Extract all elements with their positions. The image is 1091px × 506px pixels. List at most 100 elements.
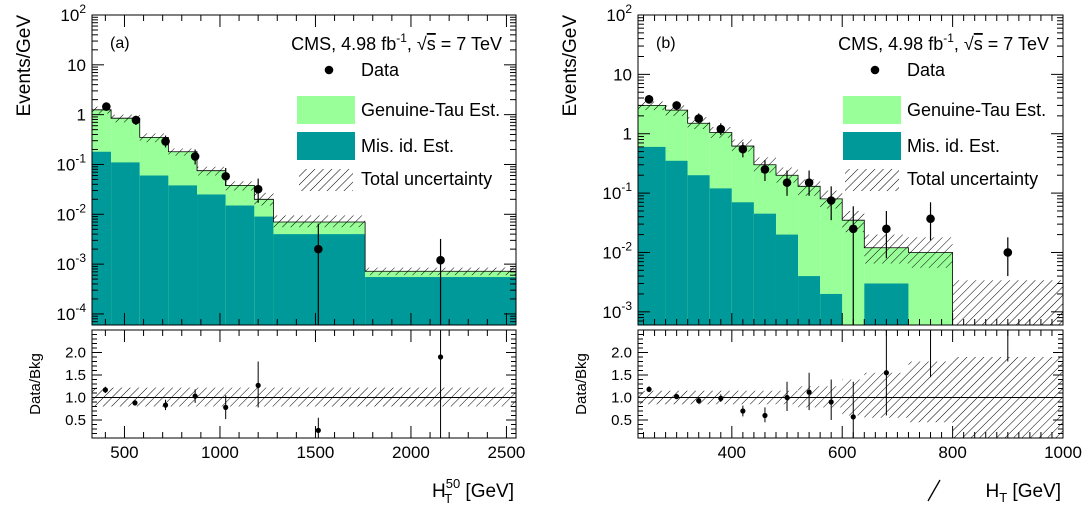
title-sep: , — [954, 34, 964, 54]
legend-label: Data — [361, 60, 400, 80]
ratio-point — [828, 399, 834, 405]
y-axis-label: Events/GeV — [560, 15, 581, 117]
ratio-point — [674, 394, 680, 400]
main-plot-area — [92, 102, 516, 325]
misid-bar — [225, 205, 255, 325]
ratio-point — [192, 393, 198, 399]
misid-bar — [775, 234, 799, 325]
misid-bar — [139, 175, 169, 325]
data-point — [672, 101, 681, 110]
data-point — [1003, 248, 1013, 257]
misid-bar — [798, 276, 821, 325]
y-tick-exponent: -1 — [621, 180, 632, 194]
x-tick-label: 1500 — [297, 443, 335, 462]
genuine-tau-bar — [820, 198, 843, 325]
ratio-uncertainty-band — [798, 386, 843, 408]
x-tick-label: 600 — [828, 443, 856, 462]
y-tick-label: 10-3 — [602, 299, 632, 322]
legend: Data Genuine-Tau Est. Mis. id. Est. Total u… — [843, 60, 1046, 191]
x-tick-label: 400 — [718, 443, 746, 462]
ratio-point — [696, 398, 702, 404]
ratio-point — [102, 387, 108, 393]
y-tick-mantissa: 10 — [56, 155, 75, 174]
title-suffix: = 7 TeV — [983, 34, 1049, 54]
y-tick-mantissa: 1 — [77, 106, 86, 125]
uncertainty-band — [197, 166, 226, 176]
misid-bar — [665, 160, 688, 325]
title-sqrt: √ — [964, 34, 974, 54]
y-tick-mantissa: 10 — [602, 184, 621, 203]
ratio-point — [883, 370, 889, 376]
total-outline — [92, 109, 516, 325]
legend: Data Genuine-Tau Est. Mis. id. Est. Total u… — [297, 60, 500, 191]
legend-label: Mis. id. Est. — [907, 136, 1000, 156]
legend-label: Data — [907, 60, 946, 80]
y-tick-exponent: -2 — [75, 201, 86, 215]
ratio-point — [132, 400, 138, 406]
title-suffix: = 7 TeV — [436, 34, 502, 54]
x-label-slash — [927, 479, 941, 502]
data-point — [253, 184, 263, 194]
ratio-plot-area — [92, 330, 516, 438]
chart-title: CMS, 4.98 fb-1, √s = 7 TeV — [838, 31, 1049, 54]
title-exponent: -1 — [943, 31, 954, 45]
ratio-point — [784, 394, 790, 401]
ratio-y-tick-label: 2.0 — [611, 345, 632, 362]
data-point — [102, 102, 111, 111]
y-tick-label: 1 — [77, 106, 86, 125]
data-point — [738, 144, 748, 154]
title-s: s — [974, 34, 983, 54]
legend-swatch — [297, 132, 355, 160]
data-point — [694, 114, 704, 123]
data-point — [190, 152, 200, 161]
ratio-y-tick-label: 1.0 — [611, 390, 632, 407]
title-sqrt: √ — [417, 34, 427, 54]
ratio-point — [255, 382, 261, 388]
panel-tag: (a) — [110, 35, 130, 52]
total-outline — [638, 105, 1063, 325]
ratio-y-tick-label: 1.5 — [65, 367, 86, 384]
ratio-point — [740, 408, 746, 414]
y-tick-mantissa: 1 — [623, 125, 632, 144]
ratio-y-tick-label: 1.5 — [611, 367, 632, 384]
y-tick-label: 10-2 — [56, 201, 86, 224]
ratio-frame — [91, 329, 517, 439]
y-tick-mantissa: 10 — [602, 303, 621, 322]
y-tick-mantissa: 10 — [56, 305, 75, 324]
y-tick-mantissa: 10 — [602, 243, 621, 262]
y-tick-label: 10 — [67, 56, 86, 75]
legend-data-marker — [870, 65, 880, 75]
y-tick-exponent: -3 — [621, 299, 632, 313]
data-point — [716, 124, 726, 134]
x-label-sub: T — [999, 490, 1007, 505]
uncertainty-band — [225, 181, 255, 191]
uncertainty-band — [273, 215, 366, 228]
y-tick-mantissa: 10 — [67, 56, 86, 75]
x-tick-label: 1000 — [1044, 443, 1082, 462]
legend-swatch — [297, 96, 355, 124]
misid-bar — [687, 175, 710, 325]
misid-bar — [92, 151, 112, 325]
uncertainty-band — [139, 133, 169, 143]
title-prefix: CMS, 4.98 fb — [838, 34, 943, 54]
y-tick-exponent: -3 — [75, 251, 86, 265]
misid-bar — [820, 293, 843, 325]
misid-bar — [197, 194, 226, 325]
legend-label: Total uncertainty — [361, 169, 492, 189]
title-exponent: -1 — [396, 31, 407, 45]
y-tick-label: 10-3 — [56, 251, 86, 274]
ratio-point — [315, 427, 321, 433]
ratio-point — [223, 404, 229, 410]
x-tick-label: 2000 — [392, 443, 430, 462]
misid-bar — [254, 216, 274, 325]
ratio-y-tick-label: 0.5 — [65, 412, 86, 429]
y-axis-label: Events/GeV — [14, 15, 35, 117]
uncertainty-band — [665, 105, 688, 116]
ratio-point — [162, 402, 169, 408]
y-tick-label: 10-1 — [56, 151, 86, 174]
misid-bar — [864, 283, 909, 325]
main-plot-area — [638, 94, 1063, 325]
legend-hatch-swatch — [299, 169, 353, 191]
title-s: s — [427, 34, 436, 54]
misid-bar — [731, 202, 754, 325]
